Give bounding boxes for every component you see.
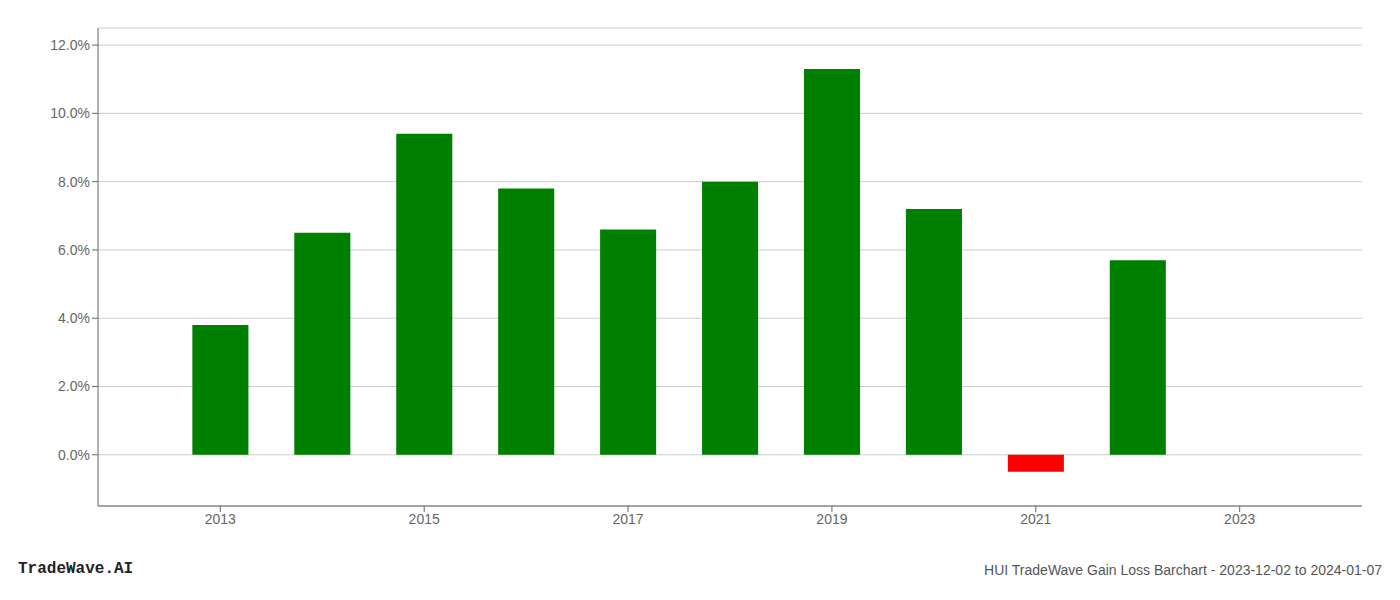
svg-text:0.0%: 0.0% xyxy=(58,447,90,463)
svg-text:2017: 2017 xyxy=(612,511,643,527)
svg-text:10.0%: 10.0% xyxy=(50,105,90,121)
html-text:HUI TradeWave Gain Loss Barcha: HUI TradeWave Gain Loss Barchart - 2023-… xyxy=(984,562,1382,578)
svg-text:2013: 2013 xyxy=(205,511,236,527)
svg-text:6.0%: 6.0% xyxy=(58,242,90,258)
svg-text:8.0%: 8.0% xyxy=(58,174,90,190)
svg-text:2021: 2021 xyxy=(1020,511,1051,527)
svg-text:4.0%: 4.0% xyxy=(58,310,90,326)
html-text:TradeWave.AI: TradeWave.AI xyxy=(18,560,134,578)
svg-text:2023: 2023 xyxy=(1224,511,1255,527)
svg-text:12.0%: 12.0% xyxy=(50,37,90,53)
svg-text:2015: 2015 xyxy=(409,511,440,527)
svg-text:2019: 2019 xyxy=(816,511,847,527)
svg-text:2.0%: 2.0% xyxy=(58,378,90,394)
